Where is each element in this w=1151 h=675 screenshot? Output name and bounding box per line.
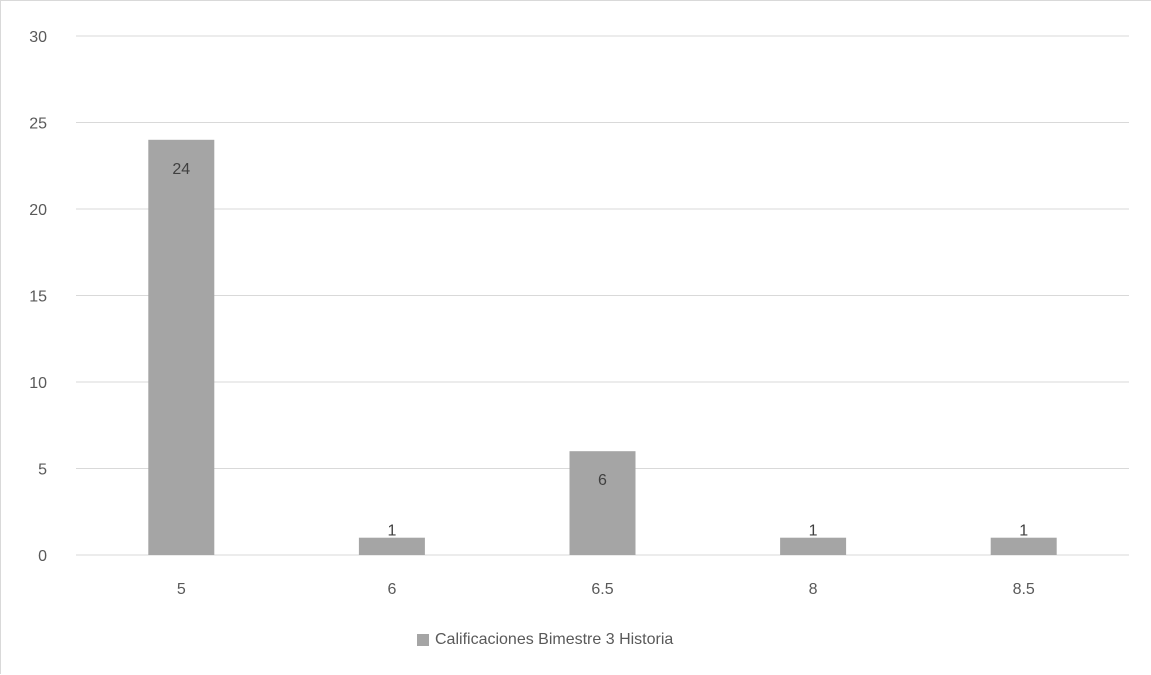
bars [148, 139, 1057, 556]
x-tick-label: 8 [809, 581, 818, 598]
data-label: 1 [1019, 523, 1028, 540]
y-tick-label: 20 [29, 202, 47, 219]
x-axis-ticks: 5 6 6.5 8 8.5 [177, 581, 1035, 598]
bar [569, 451, 636, 555]
bar [780, 537, 847, 555]
y-tick-label: 30 [29, 29, 47, 46]
data-label: 24 [172, 161, 190, 178]
y-axis-ticks: 0 5 10 15 20 25 30 [29, 29, 47, 565]
x-tick-label: 6 [387, 581, 396, 598]
gridlines [76, 35, 1129, 556]
bar [148, 139, 215, 556]
x-tick-label: 5 [177, 581, 186, 598]
bar [358, 537, 425, 555]
legend-swatch [417, 634, 429, 646]
legend: Calificaciones Bimestre 3 Historia [417, 631, 673, 649]
y-tick-label: 5 [38, 462, 47, 479]
data-label: 1 [387, 523, 396, 540]
x-tick-label: 8.5 [1013, 581, 1035, 598]
bar [990, 537, 1057, 555]
y-tick-label: 25 [29, 116, 47, 133]
y-tick-label: 0 [38, 548, 47, 565]
y-tick-label: 15 [29, 289, 47, 306]
data-label: 1 [809, 523, 818, 540]
y-tick-label: 10 [29, 375, 47, 392]
legend-label: Calificaciones Bimestre 3 Historia [435, 631, 674, 648]
x-tick-label: 6.5 [591, 581, 613, 598]
data-label: 6 [598, 472, 607, 489]
